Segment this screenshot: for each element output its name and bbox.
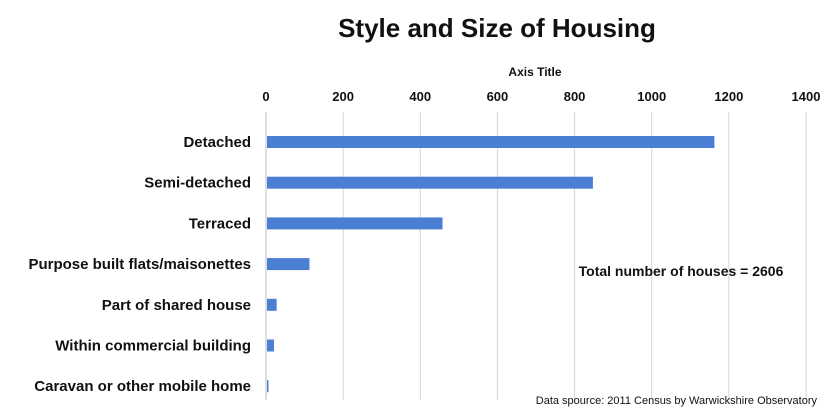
- total-houses-annotation: Total number of houses = 2606: [579, 263, 784, 279]
- bar-detached: [267, 136, 715, 148]
- bar-semi-detached: [267, 176, 593, 189]
- data-source-note: Data spource: 2011 Census by Warwickshir…: [536, 395, 818, 407]
- x-tick-label-1000: 1000: [637, 89, 666, 104]
- category-label-purpose-built-flats-maisonettes: Purpose built flats/maisonettes: [28, 256, 251, 273]
- chart-title: Style and Size of Housing: [338, 13, 656, 43]
- gridlines: [265, 112, 807, 400]
- category-label-caravan-or-other-mobile-home: Caravan or other mobile home: [34, 378, 251, 395]
- bar-terraced: [267, 217, 443, 230]
- bar-purpose-built-flats-maisonettes: [267, 258, 310, 271]
- x-tick-label-1400: 1400: [792, 89, 821, 104]
- bar-within-commercial-building: [267, 339, 274, 352]
- x-tick-label-1200: 1200: [714, 89, 743, 104]
- x-tick-label-0: 0: [262, 89, 269, 104]
- bars: [267, 136, 715, 393]
- category-label-within-commercial-building: Within commercial building: [55, 338, 251, 355]
- category-labels: Detached Semi-detached Terraced Purpose bui…: [28, 134, 251, 395]
- category-label-terraced: Terraced: [189, 215, 251, 232]
- x-tick-label-800: 800: [564, 89, 586, 104]
- x-tick-label-400: 400: [409, 89, 431, 104]
- category-label-part-of-shared-house: Part of shared house: [102, 297, 251, 314]
- x-axis-ticks: 0 200 400 600 800 1000 1200 1400: [262, 89, 820, 104]
- category-label-semi-detached: Semi-detached: [144, 175, 251, 192]
- bar-caravan-or-other-mobile-home: [267, 380, 269, 393]
- category-label-detached: Detached: [183, 134, 251, 151]
- bar-part-of-shared-house: [267, 298, 277, 311]
- x-tick-label-200: 200: [332, 89, 354, 104]
- x-tick-label-600: 600: [487, 89, 509, 104]
- axis-title: Axis Title: [508, 65, 561, 79]
